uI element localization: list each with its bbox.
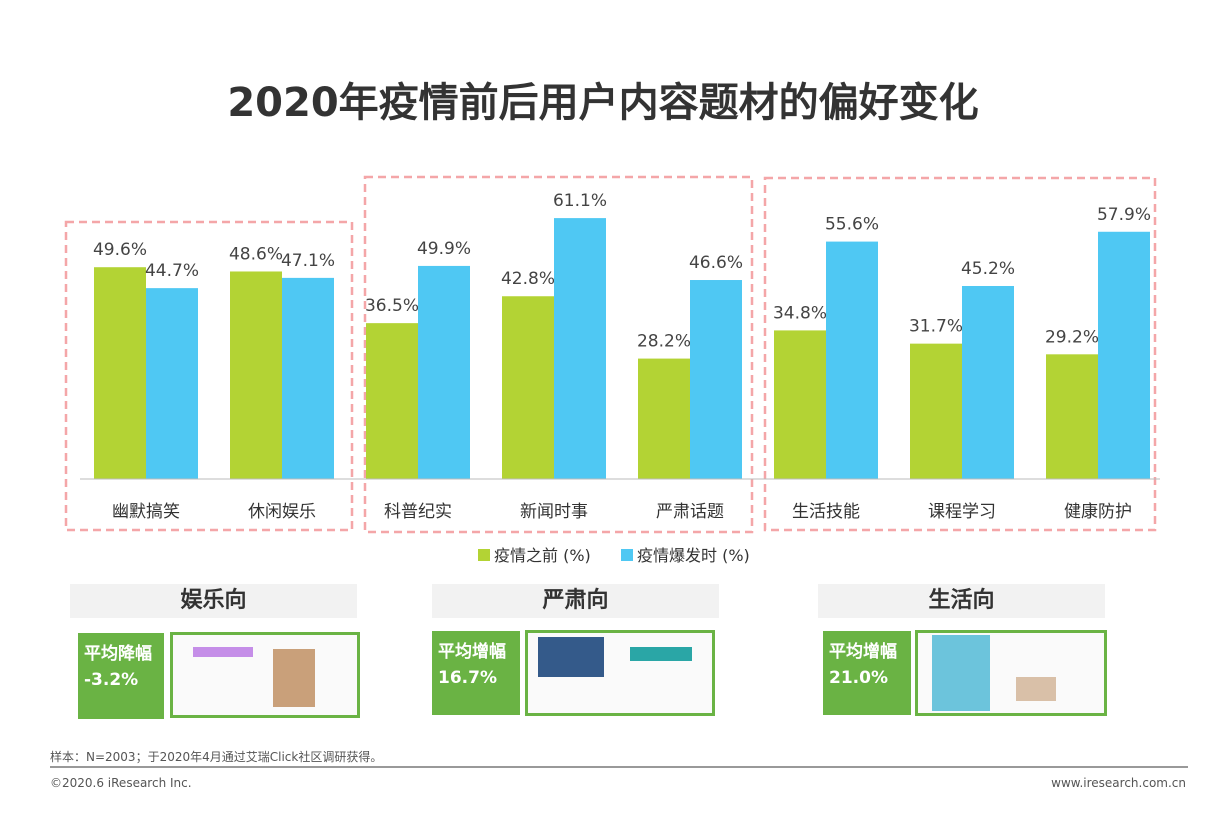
chart-title: 2020年疫情前后用户内容题材的偏好变化 bbox=[227, 80, 979, 126]
legend-swatch bbox=[478, 549, 490, 561]
category-label: 新闻时事 bbox=[520, 502, 588, 522]
bar-chart: 49.6%44.7% 幽默搞笑 48.6%47.1% 休闲娱乐 36.5% 49.9% 科普… bbox=[64, 175, 1160, 565]
category-label: 生活技能 bbox=[792, 502, 860, 522]
badge-label: 平均降幅 bbox=[84, 644, 152, 664]
badge-value: 21.0% bbox=[829, 668, 888, 688]
data-label: 44.7% bbox=[145, 261, 199, 281]
screenshot-life bbox=[915, 630, 1107, 716]
sample-note: 样本：N=2003；于2020年4月通过艾瑞Click社区调研获得。 bbox=[50, 750, 383, 764]
group-badge-entertainment: 平均降幅 -3.2% bbox=[78, 633, 164, 719]
data-label: 46.6% bbox=[689, 253, 743, 273]
data-label: 34.8% bbox=[773, 303, 827, 323]
data-label: 55.6% bbox=[825, 215, 879, 235]
bar bbox=[502, 296, 554, 479]
data-label: 48.6% bbox=[229, 244, 283, 264]
legend-label: 疫情之前 (%) bbox=[494, 546, 591, 565]
group-box bbox=[64, 220, 354, 532]
bar bbox=[690, 280, 742, 479]
data-label: 57.9% bbox=[1097, 205, 1151, 225]
legend-swatch bbox=[621, 549, 633, 561]
data-label: 29.2% bbox=[1045, 327, 1099, 347]
category-label: 科普纪实 bbox=[384, 502, 452, 522]
badge-label: 平均增幅 bbox=[829, 642, 897, 662]
category-label: 严肃话题 bbox=[656, 502, 724, 522]
group-header-serious: 严肃向 bbox=[432, 584, 719, 618]
bar bbox=[1046, 354, 1098, 479]
data-label: 42.8% bbox=[501, 269, 555, 289]
bar bbox=[554, 218, 606, 479]
bar bbox=[638, 358, 690, 479]
data-label: 49.9% bbox=[417, 239, 471, 259]
screenshot-entertainment bbox=[170, 632, 360, 718]
bar bbox=[146, 288, 198, 479]
bar bbox=[910, 343, 962, 479]
badge-label: 平均增幅 bbox=[438, 642, 506, 662]
group-box bbox=[763, 176, 1157, 532]
copyright: ©2020.6 iResearch Inc. bbox=[50, 776, 192, 790]
bar bbox=[366, 323, 418, 479]
legend-label: 疫情爆发时 (%) bbox=[637, 546, 750, 565]
data-label: 61.1% bbox=[553, 191, 607, 211]
group-badge-serious: 平均增幅 16.7% bbox=[432, 631, 520, 715]
data-label: 31.7% bbox=[909, 317, 963, 337]
data-label: 47.1% bbox=[281, 251, 335, 271]
bar bbox=[1098, 231, 1150, 479]
badge-value: -3.2% bbox=[84, 670, 139, 690]
data-label: 45.2% bbox=[961, 259, 1015, 279]
bar bbox=[962, 285, 1014, 479]
bar bbox=[774, 330, 826, 479]
bar bbox=[418, 265, 470, 479]
data-label: 49.6% bbox=[93, 240, 147, 260]
category-label: 休闲娱乐 bbox=[248, 502, 316, 522]
badge-value: 16.7% bbox=[438, 668, 497, 688]
category-label: 课程学习 bbox=[928, 502, 996, 522]
group-badge-life: 平均增幅 21.0% bbox=[823, 631, 911, 715]
data-label: 28.2% bbox=[637, 332, 691, 352]
bar bbox=[94, 267, 146, 479]
data-label: 36.5% bbox=[365, 296, 419, 316]
category-label: 健康防护 bbox=[1064, 502, 1132, 522]
category-label: 幽默搞笑 bbox=[112, 502, 180, 522]
bar bbox=[230, 271, 282, 479]
group-box bbox=[363, 175, 754, 534]
bar bbox=[282, 277, 334, 479]
bar bbox=[826, 241, 878, 479]
screenshot-serious bbox=[525, 630, 715, 716]
group-header-entertainment: 娱乐向 bbox=[70, 584, 357, 618]
website: www.iresearch.com.cn bbox=[1051, 776, 1186, 790]
footer-divider bbox=[50, 766, 1188, 768]
group-header-life: 生活向 bbox=[818, 584, 1105, 618]
